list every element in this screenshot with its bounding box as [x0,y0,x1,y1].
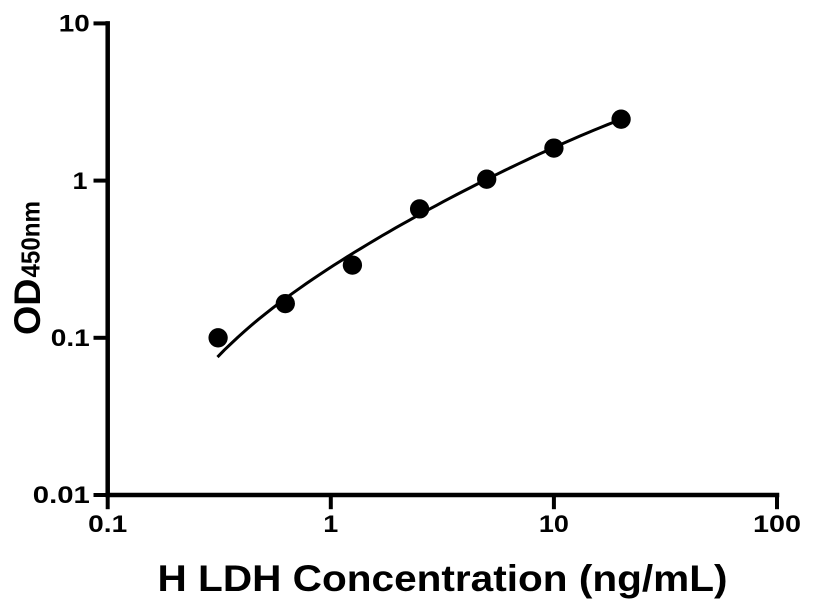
svg-text:10: 10 [59,12,90,38]
svg-text:100: 100 [753,512,801,538]
svg-text:1: 1 [323,512,338,538]
svg-text:1: 1 [73,169,88,195]
svg-text:450nm: 450nm [16,201,46,278]
svg-text:10: 10 [539,512,569,538]
svg-text:0.01: 0.01 [33,483,90,509]
svg-text:0.1: 0.1 [51,326,90,352]
svg-text:H LDH Concentration (ng/mL): H LDH Concentration (ng/mL) [158,557,728,599]
svg-text:0.1: 0.1 [88,512,127,538]
svg-text:OD: OD [6,279,48,336]
